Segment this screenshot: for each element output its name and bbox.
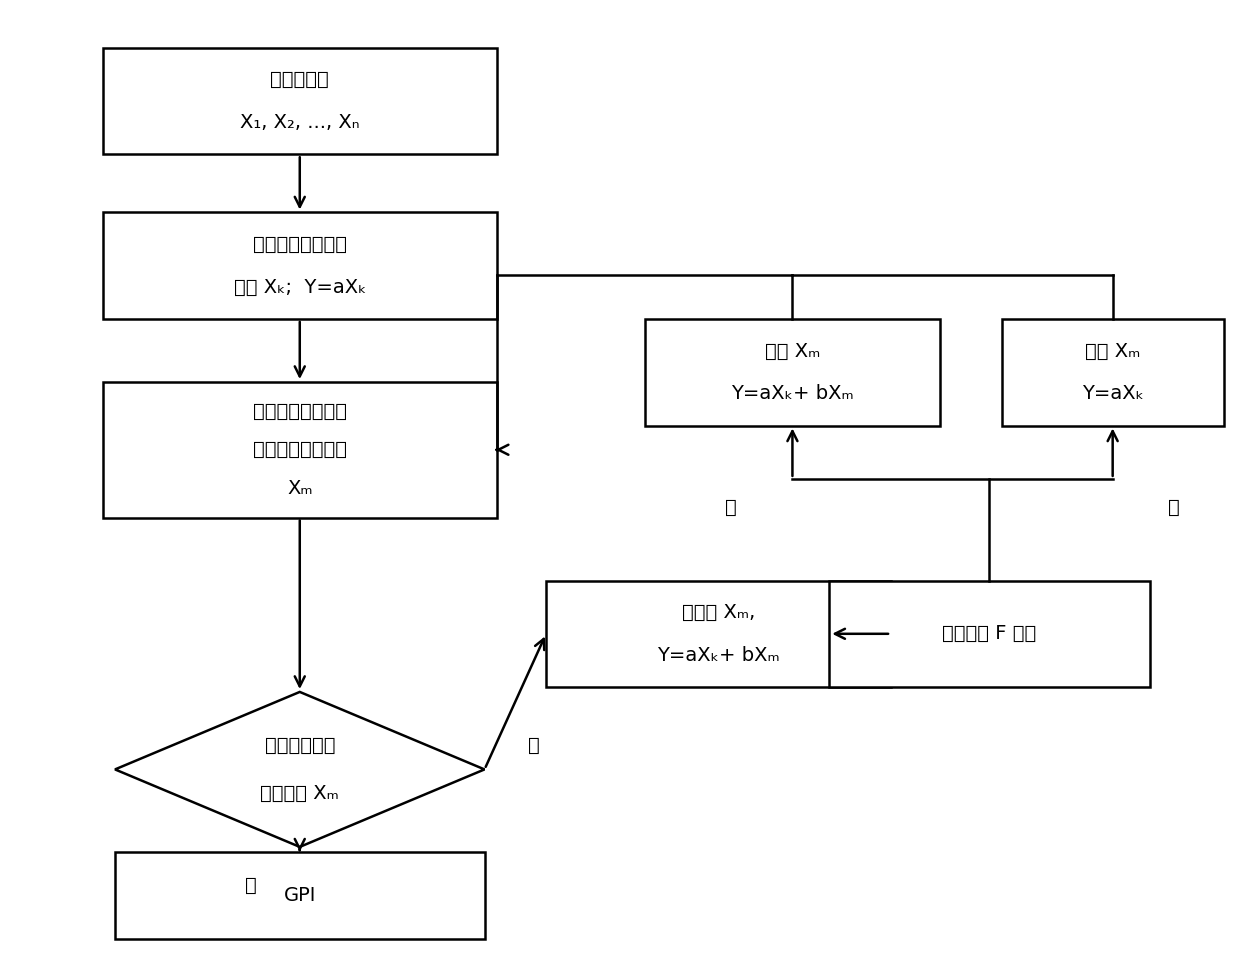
Text: 移除 Xₘ: 移除 Xₘ (1085, 341, 1141, 361)
Text: Y=aXₖ: Y=aXₖ (1081, 384, 1143, 404)
Text: 献因子最大的变量: 献因子最大的变量 (253, 441, 347, 459)
Text: Y=aXₖ+ bXₘ: Y=aXₖ+ bXₘ (732, 384, 854, 404)
Text: 前不同的 Xₘ: 前不同的 Xₘ (260, 785, 340, 803)
Text: 是: 是 (528, 736, 539, 754)
Bar (103, 212, 497, 319)
Polygon shape (115, 692, 485, 847)
Bar (103, 382, 497, 518)
Text: 选择出最大贡献的: 选择出最大贡献的 (253, 234, 347, 254)
Text: 所有的变量: 所有的变量 (270, 70, 329, 89)
Text: X₁, X₂, ..., Xₙ: X₁, X₂, ..., Xₙ (241, 113, 360, 132)
Text: 加入 Xₘ: 加入 Xₘ (765, 341, 820, 361)
Bar (830, 580, 1149, 687)
Text: 因子 Xₖ;  Y=aXₖ: 因子 Xₖ; Y=aXₖ (233, 277, 366, 296)
Text: 是否存在与之: 是否存在与之 (264, 736, 335, 754)
Text: 如果有 Xₘ,: 如果有 Xₘ, (682, 603, 755, 622)
Bar (1002, 319, 1224, 426)
Text: Xₘ: Xₘ (286, 479, 312, 498)
Text: 选择剩下变量中贡: 选择剩下变量中贡 (253, 402, 347, 420)
Text: 否: 否 (1168, 498, 1180, 518)
Bar (115, 852, 485, 939)
Text: Y=aXₖ+ bXₘ: Y=aXₖ+ bXₘ (657, 646, 780, 664)
Bar (546, 580, 892, 687)
Text: 否: 否 (244, 876, 257, 895)
Bar (645, 319, 940, 426)
Text: GPI: GPI (284, 886, 316, 905)
Text: 是否通过 F 检验: 是否通过 F 检验 (942, 624, 1037, 643)
Text: 是: 是 (725, 498, 737, 518)
Bar (103, 48, 497, 154)
